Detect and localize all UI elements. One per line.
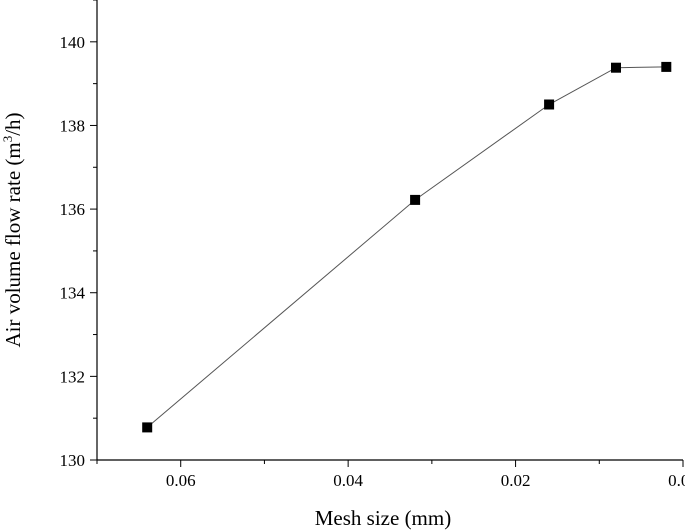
x-tick-label: 0.06 (166, 471, 196, 490)
x-tick-label: 0.04 (333, 471, 363, 490)
y-tick-label: 136 (60, 200, 86, 219)
data-point-marker (410, 194, 421, 205)
y-tick-label: 130 (60, 451, 86, 470)
x-tick-label: 0.02 (501, 471, 531, 490)
data-point-marker (661, 61, 672, 72)
y-axis-title-superscript: 3 (0, 136, 15, 143)
data-point-marker (544, 99, 555, 110)
y-axis-title: Air volume flow rate (m3/h) (0, 112, 25, 347)
x-axis-title: Mesh size (mm) (315, 506, 451, 530)
y-axis-title-main: Air volume flow rate (m (1, 142, 25, 347)
axes (96, 0, 683, 461)
ticks: 0.06 0.04 0.02 0.00 130 132 134 136 138 140 (60, 0, 685, 490)
data-point-marker (611, 62, 621, 73)
data-point-marker (142, 422, 153, 433)
x-tick-label: 0.00 (668, 471, 685, 490)
y-tick-label: 138 (60, 116, 86, 135)
y-tick-label: 132 (60, 367, 86, 386)
y-tick-label: 140 (60, 33, 86, 52)
series-group (142, 61, 672, 433)
series-line (146, 66, 667, 428)
y-axis-title-tail: /h) (1, 112, 25, 135)
y-tick-label: 134 (60, 284, 86, 303)
